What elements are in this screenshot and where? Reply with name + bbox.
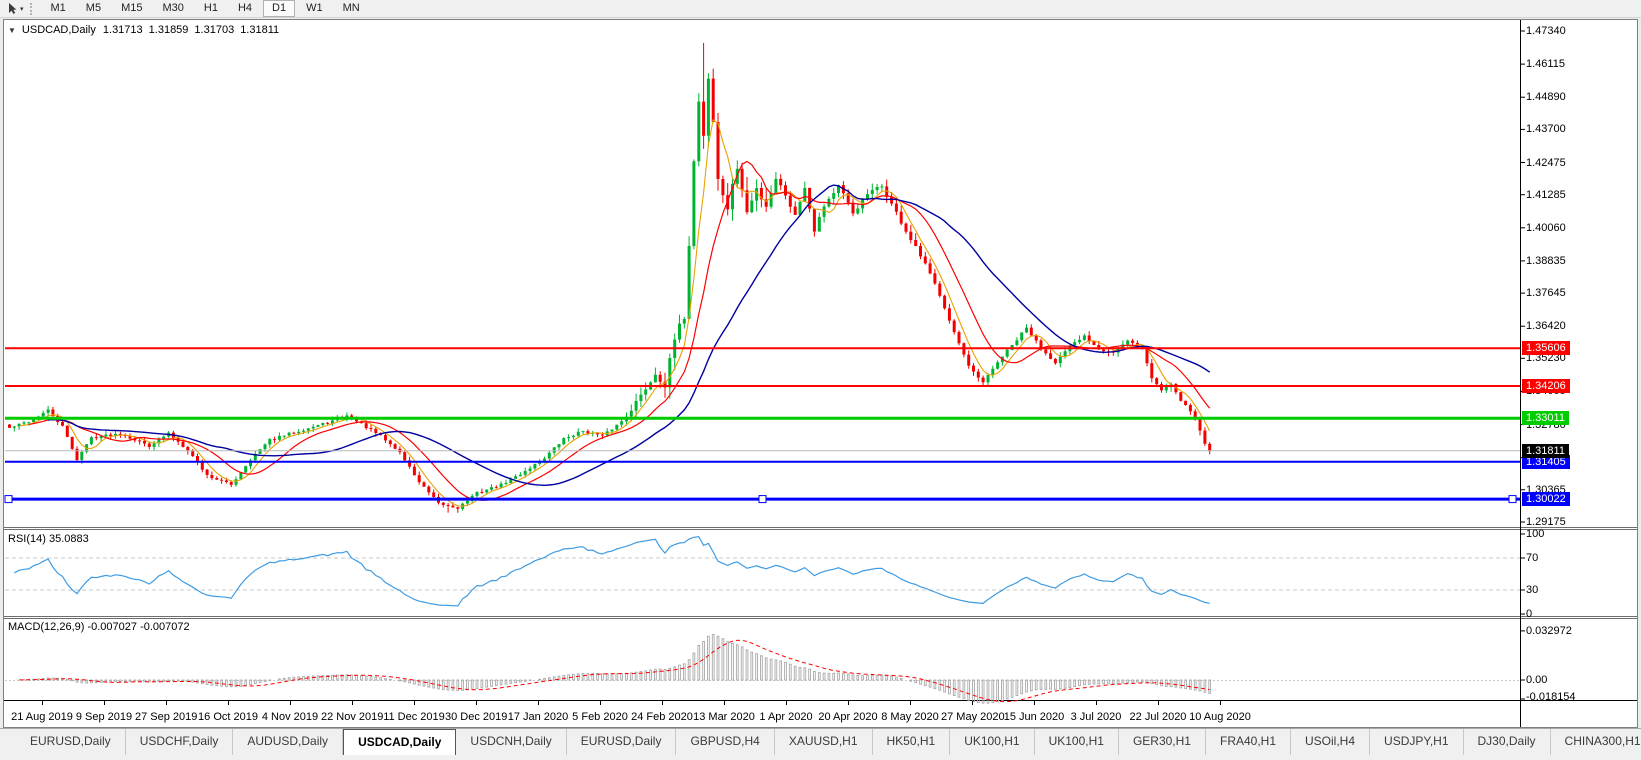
rsi-axis-label: 0 [1526, 608, 1533, 620]
timeframe-button-d1[interactable]: D1 [263, 0, 296, 17]
horizontal-line-objects[interactable] [4, 347, 1520, 504]
chart-tab-eurusd-daily[interactable]: EURUSD,Daily [567, 729, 677, 755]
chart-tab-xauusd-h1[interactable]: XAUUSD,H1 [775, 729, 873, 755]
chart-tab-fra40-h1[interactable]: FRA40,H1 [1206, 729, 1292, 755]
date-axis-label: 10 Aug 2020 [1189, 711, 1251, 723]
price-axis-label: 1.36420 [1526, 320, 1566, 332]
price-axis-label: 1.29175 [1526, 516, 1566, 528]
price-line-label: 1.30022 [1522, 492, 1570, 506]
macd-signal-line [19, 639, 1210, 703]
chart-tab-usdcad-daily[interactable]: USDCAD,Daily [343, 729, 457, 755]
timeframe-button-mn[interactable]: MN [342, 2, 360, 14]
macd-indicator-label: MACD(12,26,9) -0.007027 -0.007072 [8, 621, 190, 633]
toolbar-grip [29, 2, 36, 15]
chart-tab-china300-h1[interactable]: CHINA300,H1 [1551, 729, 1641, 755]
quote-low: 1.31703 [194, 24, 235, 36]
macd-axis-label: -0.018154 [1526, 691, 1576, 703]
timeframe-button-w1[interactable]: W1 [306, 2, 323, 14]
chart-symbol-label: USDCAD,Daily [21, 24, 96, 36]
price-axis-label: 1.44890 [1526, 91, 1566, 103]
date-axis-label: 24 Feb 2020 [631, 711, 693, 723]
price-line-label: 1.35606 [1522, 341, 1570, 355]
date-axis-label: 22 Jul 2020 [1129, 711, 1187, 723]
date-axis-label: 21 Aug 2019 [11, 711, 73, 723]
price-axis-label: 1.37645 [1526, 287, 1566, 299]
timeframe-buttons: M1 M5 M15 M30 H1 H4 D1 W1 MN [41, 0, 370, 17]
macd-axis-label: 0.00 [1526, 674, 1548, 686]
rsi-axis-label: 30 [1526, 584, 1539, 596]
ohlc-quote: 1.31713 1.31859 1.31703 1.31811 [103, 24, 279, 36]
quote-open: 1.31713 [102, 24, 143, 36]
cursor-tool-button[interactable]: ▾ [3, 1, 27, 17]
timeframe-button-m15[interactable]: M15 [121, 2, 143, 14]
rsi-axis-label: 70 [1526, 552, 1539, 564]
price-axis-label: 1.46115 [1526, 58, 1565, 70]
price-line-label: 1.31405 [1522, 455, 1570, 469]
timeframe-button-m5[interactable]: M5 [85, 2, 102, 14]
timeframe-button-h1[interactable]: H1 [203, 2, 218, 14]
quote-close: 1.31811 [240, 24, 280, 36]
price-axis-label: 1.42475 [1526, 157, 1566, 169]
date-axis-label: 22 Nov 2019 [321, 711, 384, 723]
macd-axis-label: 0.032972 [1526, 625, 1572, 637]
date-axis-label: 9 Sep 2019 [75, 711, 133, 723]
timeframe-button-m30[interactable]: M30 [162, 2, 184, 14]
rsi-axis-label: 100 [1526, 528, 1545, 540]
chart-tab-usdcnh-daily[interactable]: USDCNH,Daily [456, 729, 567, 755]
current-price-label: 1.31811 [1522, 444, 1569, 458]
chart-tabs: EURUSD,Daily USDCHF,Daily AUDUSD,Daily USDC… [16, 729, 1641, 755]
macd-panel-graphics [5, 630, 1525, 704]
chart-tab-usdchf-daily[interactable]: USDCHF,Daily [126, 729, 234, 755]
chart-tab-usdjpy-h1[interactable]: USDJPY,H1 [1370, 729, 1464, 755]
quote-high: 1.31859 [148, 24, 189, 36]
date-axis-label: 27 Sep 2019 [135, 711, 198, 723]
price-line-label: 1.34206 [1522, 379, 1570, 393]
chart-tab-usoil-h4[interactable]: USOil,H4 [1291, 729, 1371, 755]
price-line-label: 1.33011 [1522, 411, 1569, 425]
rsi-panel-graphics [5, 533, 1525, 615]
price-axis-label: 1.47340 [1526, 25, 1566, 37]
date-axis-label: 30 Dec 2019 [445, 711, 508, 723]
date-axis-label: 5 Feb 2020 [572, 711, 628, 723]
cursor-icon [9, 3, 17, 14]
date-axis-label: 13 Mar 2020 [693, 711, 755, 723]
rsi-indicator-label: RSI(14) 35.0883 [8, 533, 89, 545]
price-axis-label: 1.43700 [1526, 123, 1566, 135]
timeframe-button-m1[interactable]: M1 [50, 2, 66, 14]
rsi-line [14, 535, 1210, 607]
date-axis-label: 16 Oct 2019 [198, 711, 258, 723]
chart-tab-eurusd-daily[interactable]: EURUSD,Daily [16, 729, 126, 755]
tool-dropdown-icon[interactable]: ▾ [20, 5, 24, 13]
chart-tab-hk50-h1[interactable]: HK50,H1 [873, 729, 951, 755]
line-selection-handle[interactable] [1508, 495, 1517, 504]
date-axis-label: 17 Jan 2020 [507, 711, 569, 723]
symbol-dropdown-icon[interactable]: ▼ [8, 25, 16, 35]
date-axis-label: 27 May 2020 [941, 711, 1005, 723]
chart-tab-ger30-h1[interactable]: GER30,H1 [1119, 729, 1206, 755]
line-selection-handle[interactable] [4, 495, 13, 504]
price-axis-label: 1.35230 [1526, 352, 1566, 364]
chart-tab-uk100-h1[interactable]: UK100,H1 [950, 729, 1035, 755]
date-axis-label: 20 Apr 2020 [818, 711, 878, 723]
chart-header: ▼ USDCAD,Daily 1.31713 1.31859 1.31703 1… [8, 24, 279, 36]
timeframe-button-h4[interactable]: H4 [237, 2, 253, 14]
date-axis-label: 3 Jul 2020 [1070, 711, 1122, 723]
timeframe-toolbar: ▾ M1 M5 M15 M30 H1 H4 D1 W1 MN [0, 0, 1641, 18]
date-axis-label: 8 May 2020 [881, 711, 939, 723]
chart-tab-dj30-daily[interactable]: DJ30,Daily [1464, 729, 1551, 755]
date-axis-label: 4 Nov 2019 [261, 711, 319, 723]
date-axis-label: 15 Jun 2020 [1003, 711, 1065, 723]
line-selection-handle[interactable] [758, 495, 767, 504]
chart-tab-gbpusd-h4[interactable]: GBPUSD,H4 [676, 729, 775, 755]
date-axis-label: 11 Dec 2019 [383, 711, 445, 723]
chart-tab-audusd-daily[interactable]: AUDUSD,Daily [233, 729, 344, 755]
price-axis-label: 1.38835 [1526, 255, 1566, 267]
price-axis-label: 1.41285 [1526, 189, 1566, 201]
date-axis-label: 1 Apr 2020 [759, 711, 813, 723]
chart-tab-uk100-h1[interactable]: UK100,H1 [1035, 729, 1119, 755]
chart-tab-bar: EURUSD,Daily USDCHF,Daily AUDUSD,Daily USDC… [0, 728, 1641, 760]
price-axis-label: 1.40060 [1526, 222, 1566, 234]
